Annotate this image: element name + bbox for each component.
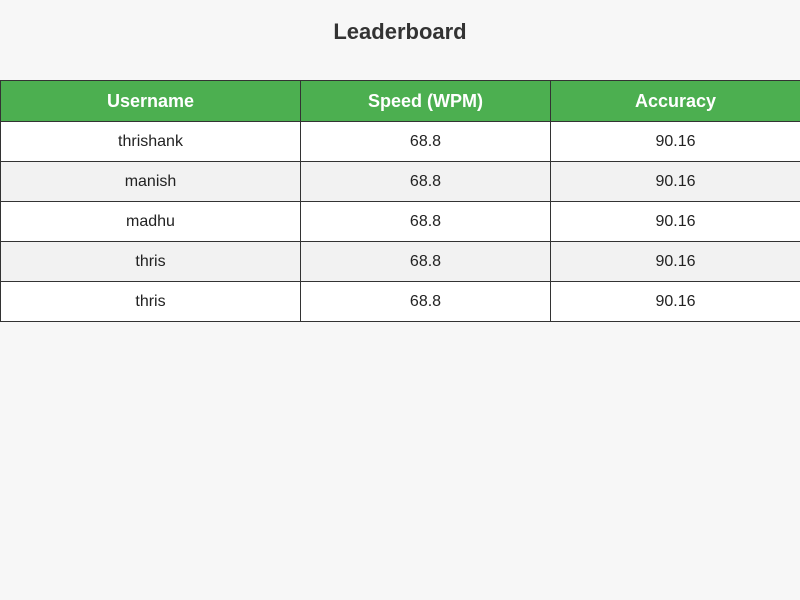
table-row: thrishank 68.8 90.16 <box>0 121 800 162</box>
table-row: madhu 68.8 90.16 <box>0 201 800 242</box>
table-header-row: Username Speed (WPM) Accuracy <box>0 80 800 122</box>
page-title: Leaderboard <box>333 19 467 44</box>
table-header: Username Speed (WPM) Accuracy <box>0 80 800 122</box>
column-header-speed: Speed (WPM) <box>300 80 551 122</box>
column-header-username: Username <box>0 80 301 122</box>
cell-accuracy: 90.16 <box>550 241 800 282</box>
table-row: thris 68.8 90.16 <box>0 281 800 322</box>
cell-speed: 68.8 <box>300 161 551 202</box>
table-body: thrishank 68.8 90.16 manish 68.8 90.16 m… <box>0 121 800 322</box>
cell-username: madhu <box>0 201 301 242</box>
table-row: thris 68.8 90.16 <box>0 241 800 282</box>
cell-username: thris <box>0 241 301 282</box>
cell-accuracy: 90.16 <box>550 121 800 162</box>
cell-speed: 68.8 <box>300 201 551 242</box>
column-header-accuracy: Accuracy <box>550 80 800 122</box>
cell-speed: 68.8 <box>300 281 551 322</box>
cell-username: thris <box>0 281 301 322</box>
cell-speed: 68.8 <box>300 241 551 282</box>
cell-username: thrishank <box>0 121 301 162</box>
cell-accuracy: 90.16 <box>550 281 800 322</box>
cell-speed: 68.8 <box>300 121 551 162</box>
cell-username: manish <box>0 161 301 202</box>
leaderboard-table: Username Speed (WPM) Accuracy thrishank … <box>0 80 800 322</box>
cell-accuracy: 90.16 <box>550 201 800 242</box>
cell-accuracy: 90.16 <box>550 161 800 202</box>
table-row: manish 68.8 90.16 <box>0 161 800 202</box>
